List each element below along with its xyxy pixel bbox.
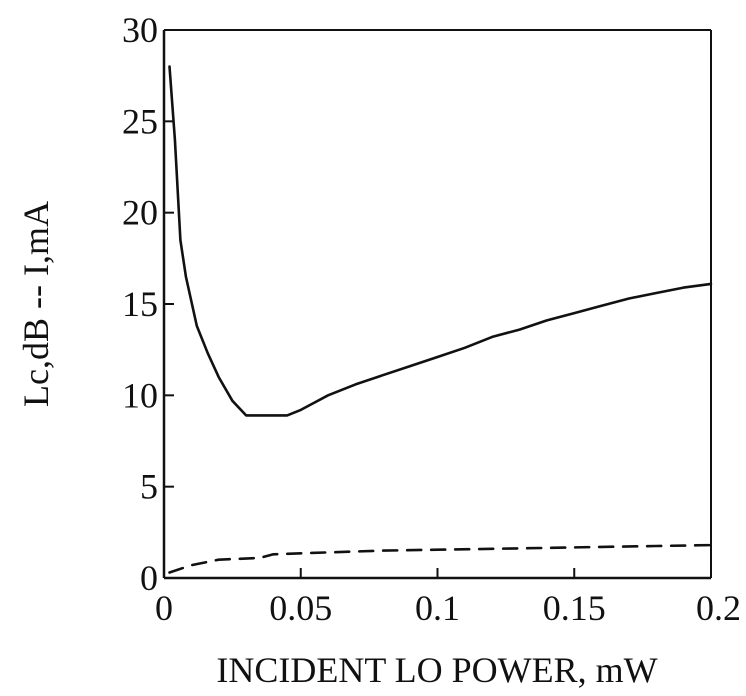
series-line-dashed [168, 543, 713, 574]
y-ticks: 0 5 10 15 20 25 30 [122, 10, 174, 598]
x-tick-label: 0.1 [415, 588, 460, 628]
series-group [168, 65, 713, 574]
y-tick-label: 20 [122, 193, 158, 233]
x-ticks: 0 0.05 0.1 0.15 0.2 [155, 568, 741, 628]
x-tick-label: 0.2 [696, 588, 741, 628]
x-tick-label: 0 [155, 588, 173, 628]
y-tick-label: 5 [140, 467, 158, 507]
series-line-solid [168, 65, 713, 417]
x-tick-label: 0.05 [269, 588, 332, 628]
y-tick-label: 25 [122, 101, 158, 141]
y-tick-label: 10 [122, 375, 158, 415]
x-axis-title: INCIDENT LO POWER, mW [216, 650, 657, 690]
plot-frame [162, 29, 712, 580]
y-tick-label: 30 [122, 10, 158, 50]
y-axis-title: Lc,dB -- I,mA [16, 201, 56, 407]
y-tick-label: 15 [122, 284, 158, 324]
x-tick-label: 0.15 [543, 588, 606, 628]
y-tick-label: 0 [140, 558, 158, 598]
